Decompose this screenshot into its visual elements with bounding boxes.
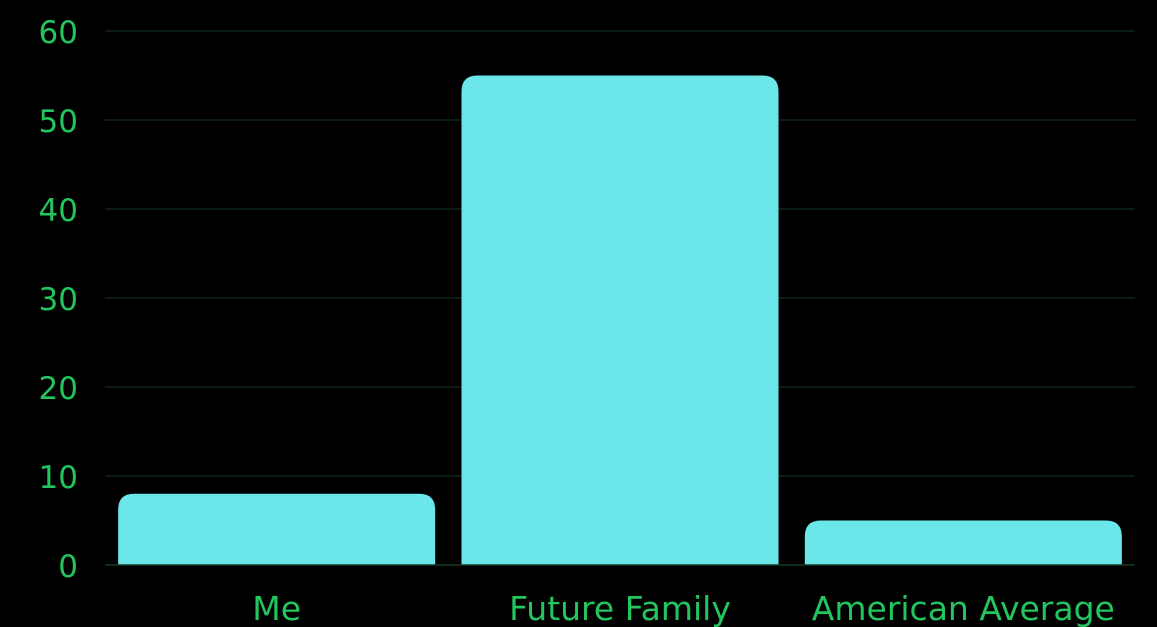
bar-future-family: [461, 75, 779, 565]
bar-american-average: [804, 520, 1122, 565]
y-tick-label: 30: [39, 282, 78, 318]
x-axis-labels: Me Future Family American Average: [252, 589, 1115, 627]
y-tick-label: 60: [39, 15, 78, 51]
x-category-label: Future Family: [509, 589, 731, 627]
bars: [118, 75, 1122, 565]
y-tick-label: 0: [58, 549, 78, 585]
x-category-label: American Average: [812, 589, 1115, 627]
y-axis-ticks: 0 10 20 30 40 50 60: [39, 15, 78, 585]
y-tick-label: 50: [39, 104, 78, 140]
y-tick-label: 40: [39, 193, 78, 229]
y-tick-label: 10: [39, 460, 78, 496]
x-category-label: Me: [252, 589, 301, 627]
y-tick-label: 20: [39, 371, 78, 407]
bar-me: [118, 493, 436, 565]
